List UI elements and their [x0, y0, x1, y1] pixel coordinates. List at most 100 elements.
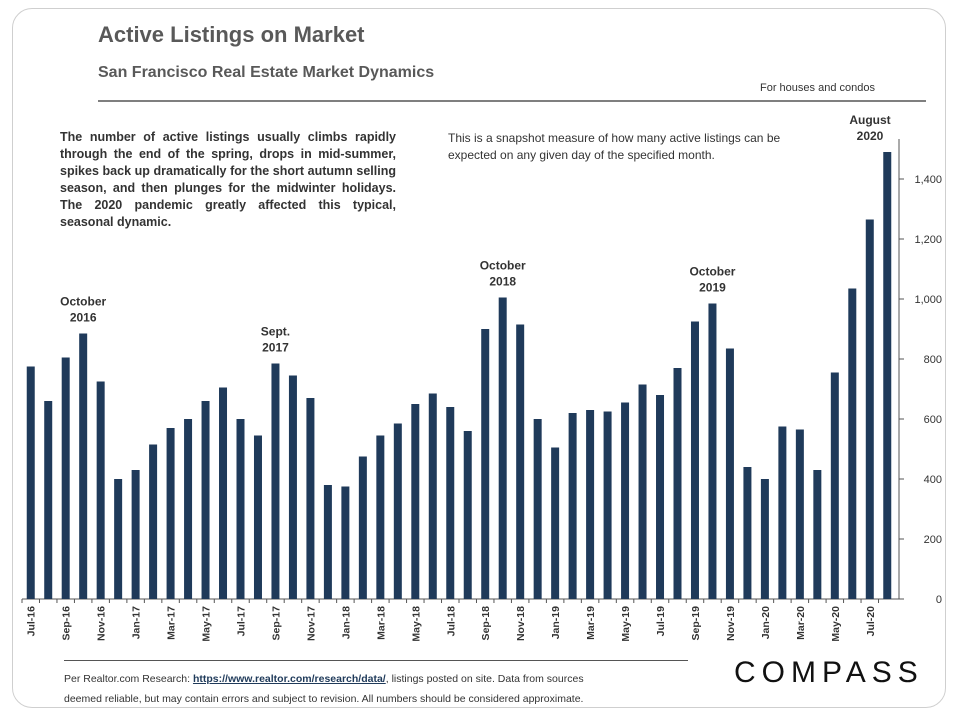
peak-annotation: 2017 [262, 341, 289, 355]
bar [411, 404, 420, 599]
bar [795, 429, 804, 599]
bar [323, 485, 332, 599]
peak-annotation: October [60, 295, 106, 309]
y-tick-label: 1,400 [914, 174, 942, 186]
bar [638, 384, 647, 599]
source-link[interactable]: https://www.realtor.com/research/data/ [192, 673, 386, 685]
bar [883, 152, 892, 599]
compass-logo: COMPASS [734, 656, 924, 689]
bar [114, 479, 123, 599]
bar [656, 395, 665, 599]
bar [481, 329, 490, 599]
x-tick-label: Nov-18 [515, 606, 527, 641]
source-footer: Per Realtor.com Research: https://www.re… [64, 669, 704, 709]
bar [830, 372, 839, 599]
x-tick-label: Sep-16 [61, 606, 73, 641]
y-tick-label: 1,200 [914, 234, 942, 246]
x-tick-label: Jan-20 [760, 606, 772, 639]
y-tick-label: 0 [936, 594, 942, 606]
x-tick-label: Sep-18 [480, 606, 492, 641]
bar [358, 456, 367, 599]
header-divider [98, 100, 926, 102]
bar [586, 410, 595, 599]
bar [725, 348, 734, 599]
bar-chart: 0 200 400 600 800 1,000 1,200 1,400 Jul-16 Sep-16… [21, 113, 942, 642]
scope-note: For houses and condos [760, 82, 875, 94]
bar [271, 363, 280, 599]
bar [376, 435, 385, 599]
y-tick-label: 600 [924, 414, 942, 426]
bar [673, 368, 682, 599]
x-tick-label: Jul-19 [655, 606, 667, 637]
source-prefix: Per Realtor.com Research: [64, 673, 193, 685]
x-tick-label: Nov-16 [96, 606, 108, 641]
y-tick-label: 400 [924, 474, 942, 486]
bar [778, 426, 787, 599]
bar [498, 297, 507, 599]
peak-annotation: October [480, 259, 526, 273]
bar [690, 321, 699, 599]
x-tick-label: Sep-17 [270, 606, 282, 641]
bar [306, 398, 315, 599]
x-tick-label: Jul-17 [236, 606, 248, 637]
peak-annotation: Sept. [261, 325, 290, 339]
x-tick-label: Mar-20 [795, 606, 807, 640]
bar [166, 428, 175, 599]
x-tick-label: May-18 [410, 606, 422, 642]
x-tick-label: Mar-19 [585, 606, 597, 640]
y-tick-label: 1,000 [914, 294, 942, 306]
bar [236, 419, 245, 599]
bar [288, 375, 297, 599]
bar [393, 423, 402, 599]
seasonal-commentary: The number of active listings usually cl… [60, 130, 396, 229]
snapshot-explanation: This is a snapshot measure of how many a… [448, 131, 781, 162]
footer-divider [64, 660, 688, 661]
x-tick-label: Jul-18 [445, 606, 457, 637]
x-tick-label: May-19 [620, 606, 632, 642]
bar [96, 381, 105, 599]
bar [131, 470, 140, 599]
bar [848, 288, 857, 599]
chart-title: Active Listings on Market [98, 22, 365, 47]
bar [219, 387, 228, 599]
x-tick-label: Jul-20 [865, 606, 877, 637]
y-tick-label: 200 [924, 534, 942, 546]
bar [533, 419, 542, 599]
bar [463, 431, 472, 599]
x-tick-label: Nov-19 [725, 606, 737, 641]
bar [149, 444, 158, 599]
bar [603, 411, 612, 599]
bar [428, 393, 437, 599]
x-tick-label: Jan-19 [550, 606, 562, 639]
x-tick-label: Mar-18 [375, 606, 387, 640]
peak-annotation: 2020 [857, 129, 884, 143]
y-tick-label: 800 [924, 354, 942, 366]
bar [61, 357, 70, 599]
source-line1-rest: , listings posted on site. Data from sou… [385, 673, 584, 685]
bar [865, 219, 874, 599]
bar [551, 447, 560, 599]
bar [516, 324, 525, 599]
peak-annotation: October [689, 265, 735, 279]
bar [201, 401, 210, 599]
source-line2: deemed reliable, but may contain errors … [64, 693, 584, 705]
peak-annotation: 2018 [489, 275, 516, 289]
bar [621, 402, 630, 599]
bar [813, 470, 822, 599]
x-tick-label: Mar-17 [166, 606, 178, 640]
x-tick-label: May-20 [830, 606, 842, 642]
x-tick-label: Jul-16 [26, 606, 38, 637]
bar [79, 333, 88, 599]
x-tick-label: May-17 [201, 606, 213, 642]
bar [446, 407, 455, 599]
bar [568, 413, 577, 599]
bar [44, 401, 53, 599]
x-tick-label: Jan-17 [131, 606, 143, 639]
peak-annotation: 2016 [70, 311, 97, 325]
peak-annotation: 2019 [699, 281, 726, 295]
peak-annotation: August [849, 113, 890, 127]
bar [760, 479, 769, 599]
x-tick-label: Sep-19 [690, 606, 702, 641]
bar [341, 486, 350, 599]
x-tick-label: Jan-18 [340, 606, 352, 639]
